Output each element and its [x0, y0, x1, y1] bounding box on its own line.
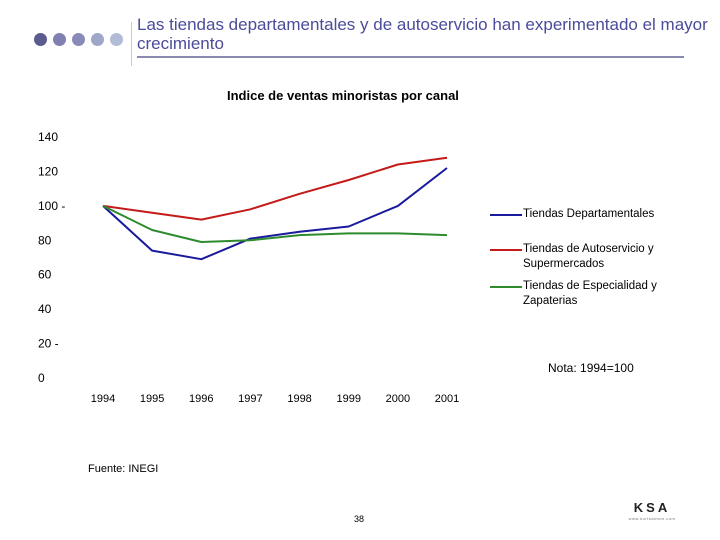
source-text: Fuente: INEGI [88, 463, 159, 475]
legend-item-departamentales: Tiendas Departamentales [490, 207, 683, 222]
x-tick-label: 1999 [336, 393, 360, 405]
slide-title: Las tiendas departamentales y de autoser… [137, 15, 708, 53]
x-axis-ticks: 1994 1995 1996 1997 1998 1999 2000 2001 [91, 393, 459, 405]
y-tick-label: 80 [38, 233, 52, 247]
legend-swatch [490, 286, 522, 288]
ksa-logo: KSA www.kurtsalmon.com [622, 500, 682, 521]
series-line [102, 167, 448, 261]
x-tick-label: 2001 [435, 393, 459, 405]
chart-note: Nota: 1994=100 [548, 361, 634, 375]
x-tick-label: 1996 [189, 393, 213, 405]
y-tick-label: 20 - [38, 337, 59, 351]
y-tick-label: 100 - [38, 199, 65, 213]
x-tick-label: 1994 [91, 393, 115, 405]
legend-item-especialidad: Tiendas de Especialidad y Zapaterias [490, 279, 683, 309]
y-tick-label: 0 [38, 371, 45, 385]
header-divider [131, 22, 132, 66]
x-tick-label: 1998 [287, 393, 311, 405]
title-underline [137, 56, 684, 58]
logo-subtext: www.kurtsalmon.com [628, 516, 676, 521]
x-tick-label: 2000 [386, 393, 410, 405]
y-axis-ticks: 0 20 - 40 60 80 100 - 120 140 [38, 130, 65, 385]
header-dot [53, 33, 66, 46]
header-dot [110, 33, 123, 46]
y-tick-label: 40 [38, 302, 52, 316]
series-line [102, 156, 448, 221]
series-line [102, 205, 448, 243]
legend-swatch [490, 214, 522, 216]
header-dot [34, 33, 47, 46]
legend-swatch [490, 249, 522, 251]
x-tick-label: 1995 [140, 393, 164, 405]
logo-text: KSA [633, 500, 671, 515]
header-dot [72, 33, 85, 46]
y-tick-label: 140 [38, 130, 58, 144]
y-tick-label: 120 [38, 164, 58, 178]
legend-label: Tiendas de Especialidad y Zapaterias [523, 280, 657, 307]
header-dot [91, 33, 104, 46]
header-dots [34, 33, 124, 47]
x-tick-label: 1997 [238, 393, 262, 405]
legend-label: Tiendas de Autoservicio y Supermercados [523, 243, 654, 270]
series-lines [102, 156, 448, 261]
legend-item-autoservicio: Tiendas de Autoservicio y Supermercados [490, 242, 683, 272]
legend-label: Tiendas Departamentales [523, 208, 655, 220]
page-number: 38 [354, 514, 365, 524]
chart-title: Indice de ventas minoristas por canal [227, 88, 459, 103]
y-tick-label: 60 [38, 268, 52, 282]
